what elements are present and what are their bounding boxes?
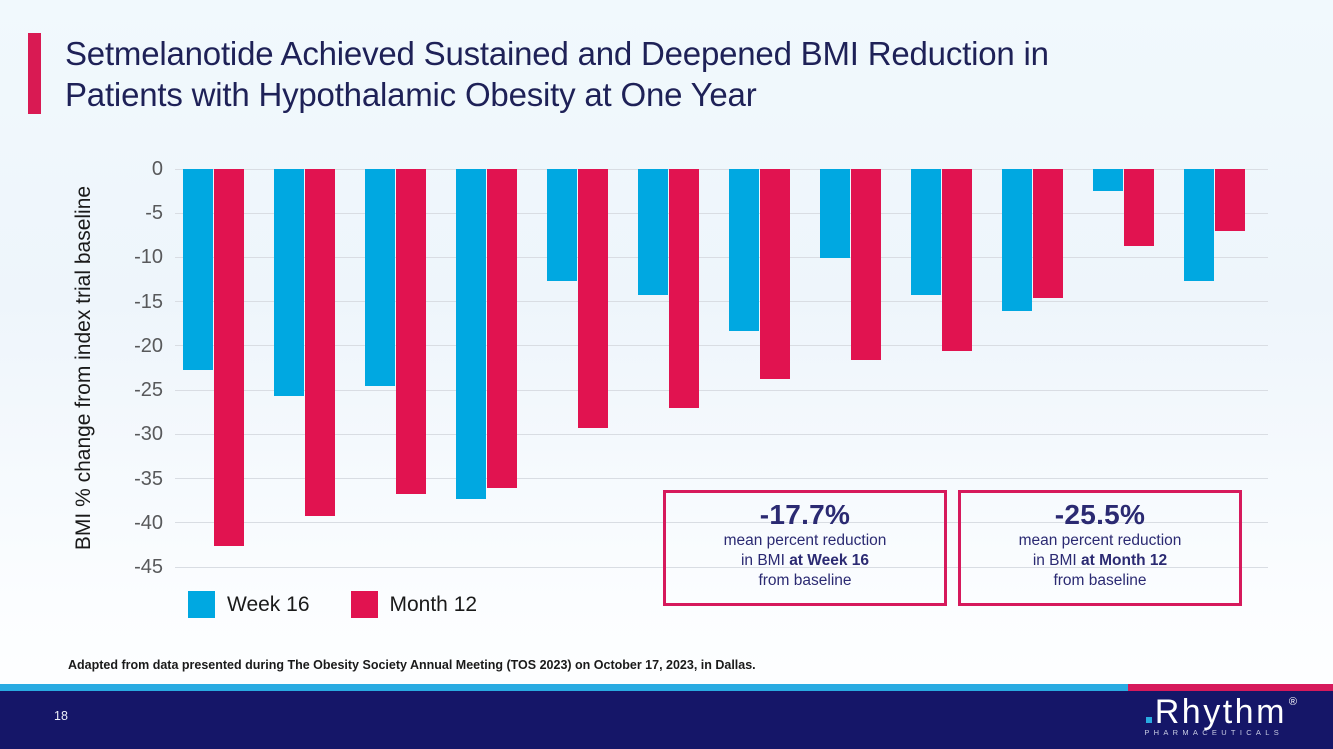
- y-tick-label--5: -5: [145, 202, 163, 225]
- callout-week16-line2: in BMI at Week 16: [666, 551, 944, 571]
- gridline--20: [175, 345, 1268, 347]
- divider-strip-crimson: [1128, 684, 1333, 691]
- callout-month12-line2-bold: at Month 12: [1081, 552, 1168, 569]
- callout-week16: -17.7% mean percent reduction in BMI at …: [663, 490, 947, 606]
- gridline--45: [175, 566, 1268, 568]
- bar-month12-group11: [1124, 169, 1154, 246]
- bar-week16-group5: [547, 169, 577, 282]
- bar-week16-group8: [820, 169, 850, 259]
- callout-week16-value: -17.7%: [759, 499, 851, 530]
- bar-week16-group4: [456, 169, 486, 499]
- y-tick-label-0: 0: [151, 158, 163, 180]
- legend-item-week16: Week 16: [188, 591, 310, 618]
- rhythm-logo: Rhythm ® PHARMACEUTICALS: [1144, 693, 1297, 738]
- legend-swatch-icon: [188, 591, 215, 618]
- source-footnote: Adapted from data presented during The O…: [68, 658, 756, 672]
- bar-month12-group9: [942, 169, 972, 352]
- slide-title-line-2: Patients with Hypothalamic Obesity at On…: [65, 76, 757, 113]
- page-number: 18: [54, 709, 68, 723]
- y-tick-label--25: -25: [134, 379, 163, 402]
- legend-label: Month 12: [389, 592, 478, 616]
- bar-week16-group2: [274, 169, 304, 397]
- gridline--10: [175, 256, 1268, 258]
- y-axis-label: BMI % change from index trial baseline: [72, 185, 95, 551]
- bar-week16-group9: [911, 169, 941, 296]
- legend-swatch-icon: [350, 591, 378, 618]
- footer-bar: 18 Rhythm ® PHARMACEUTICALS: [0, 691, 1333, 749]
- bar-week16-group6: [638, 169, 668, 296]
- title-accent-bar: [28, 33, 41, 114]
- callout-month12-line2: in BMI at Month 12: [961, 551, 1239, 571]
- bar-month12-group2: [305, 169, 335, 516]
- logo-subtext: PHARMACEUTICALS: [1144, 728, 1283, 737]
- gridline-0: [175, 168, 1268, 170]
- bar-week16-group3: [365, 169, 395, 386]
- bar-week16-group10: [1002, 169, 1032, 312]
- slide-title: Setmelanotide Achieved Sustained and Dee…: [65, 33, 1049, 115]
- gridline--25: [175, 389, 1268, 391]
- callout-week16-line1: mean percent reduction: [723, 532, 887, 549]
- y-tick-label--15: -15: [134, 290, 163, 313]
- bar-month12-group10: [1033, 169, 1063, 299]
- bar-week16-group12: [1184, 169, 1214, 282]
- y-tick-label--40: -40: [134, 511, 163, 534]
- chart-legend: Week 16 Month 12: [188, 591, 477, 618]
- callout-week16-line3: from baseline: [758, 572, 852, 589]
- bar-month12-group8: [851, 169, 881, 361]
- slide-title-line-1: Setmelanotide Achieved Sustained and Dee…: [65, 35, 1049, 72]
- y-tick-label--30: -30: [134, 423, 163, 446]
- gridline--30: [175, 433, 1268, 435]
- bar-week16-group7: [729, 169, 759, 331]
- y-tick-label--20: -20: [134, 334, 163, 357]
- callout-month12-line3: from baseline: [1053, 572, 1147, 589]
- bar-month12-group4: [487, 169, 517, 489]
- bar-month12-group5: [578, 169, 608, 429]
- callout-month12-line1: mean percent reduction: [1018, 532, 1182, 549]
- gridline--5: [175, 212, 1268, 214]
- y-tick-label--10: -10: [134, 246, 163, 269]
- divider-strip-cyan: [0, 684, 1128, 691]
- callout-month12: -25.5% mean percent reduction in BMI at …: [958, 490, 1242, 606]
- bar-month12-group3: [396, 169, 426, 495]
- legend-item-month12: Month 12: [350, 591, 478, 618]
- y-tick-label--45: -45: [134, 556, 163, 578]
- callout-month12-value: -25.5%: [1054, 499, 1146, 530]
- plot-area: [175, 168, 1268, 568]
- logo-dot-icon: [1145, 717, 1152, 723]
- callout-week16-line2-bold: at Week 16: [789, 552, 870, 569]
- legend-label: Week 16: [227, 592, 310, 616]
- bar-month12-group12: [1215, 169, 1245, 231]
- bar-week16-group11: [1093, 169, 1123, 192]
- bar-month12-group7: [760, 169, 790, 380]
- logo-registered-mark: ®: [1288, 696, 1297, 708]
- callout-month12-line2-regular: in BMI: [1032, 552, 1082, 569]
- bar-week16-group1: [183, 169, 213, 370]
- gridline--40: [175, 522, 1268, 524]
- bar-month12-group6: [669, 169, 699, 408]
- logo-brand-text: Rhythm: [1154, 693, 1287, 731]
- y-tick-label--35: -35: [134, 467, 163, 490]
- gridline--15: [175, 301, 1268, 303]
- callout-week16-line2-regular: in BMI: [740, 552, 790, 569]
- gridline--35: [175, 478, 1268, 480]
- bar-month12-group1: [214, 169, 244, 546]
